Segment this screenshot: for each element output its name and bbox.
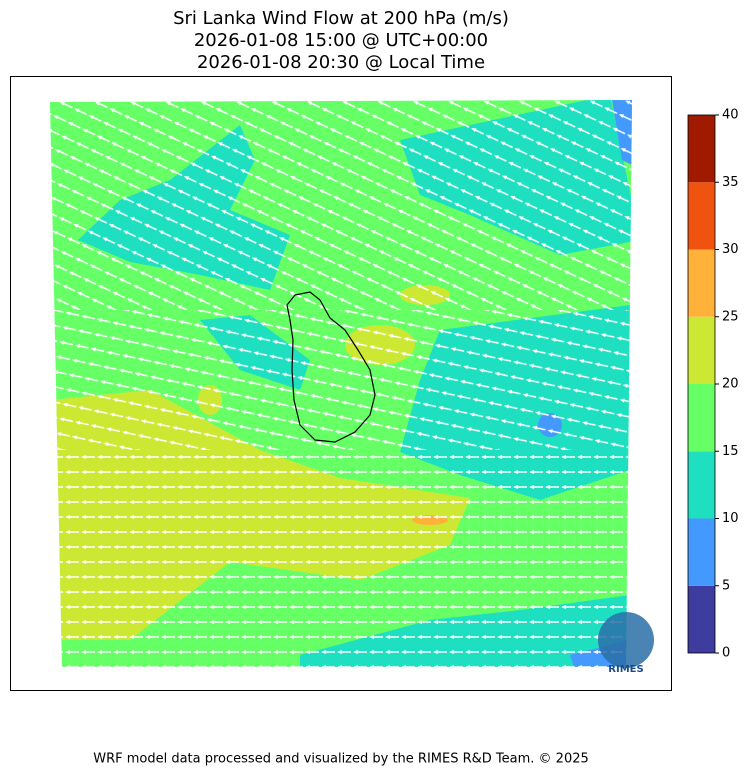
colorbar-tick-label: 30: [722, 242, 739, 257]
title-line: 2026-01-08 15:00 @ UTC+00:00: [194, 30, 488, 51]
title-line: Sri Lanka Wind Flow at 200 hPa (m/s): [173, 8, 509, 29]
colorbar-tick-label: 35: [722, 175, 739, 190]
colorbar-segment: [688, 182, 715, 250]
wind-arrows: [50, 310, 632, 450]
colorbar-segment: [688, 518, 715, 586]
logo-text: RIMES: [608, 664, 643, 675]
colorbar-segment: [688, 316, 715, 384]
logo-emblem: [598, 612, 654, 668]
colorbar-tick-label: 10: [722, 511, 739, 526]
colorbar-segment: [688, 384, 715, 452]
colorbar-segment: [688, 451, 715, 519]
colorbar-tick-label: 15: [722, 444, 739, 459]
colorbar-tick-label: 0: [722, 646, 730, 661]
wind-arrows: [50, 450, 632, 667]
map-frame: [10, 76, 672, 691]
colorbar-tick-label: 20: [722, 377, 739, 392]
wind-arrows: [50, 100, 632, 310]
colorbar-segment: [688, 585, 715, 653]
colorbar-tick-label: 40: [722, 108, 739, 123]
footer: WRF model data processed and visualized …: [93, 752, 589, 767]
title-line: 2026-01-08 20:30 @ Local Time: [197, 52, 485, 73]
colorbar: 0 5 10 15 20 25 30 35 40: [687, 108, 739, 661]
wind-field: [50, 100, 632, 667]
logo: RIMES: [598, 612, 654, 675]
sri-lanka-coast: [286, 291, 376, 443]
colorbar-tick-label: 25: [722, 309, 739, 324]
colorbar-tick-label: 5: [722, 578, 730, 593]
colorbar-segment: [688, 249, 715, 317]
colorbar-segment: [688, 115, 715, 183]
